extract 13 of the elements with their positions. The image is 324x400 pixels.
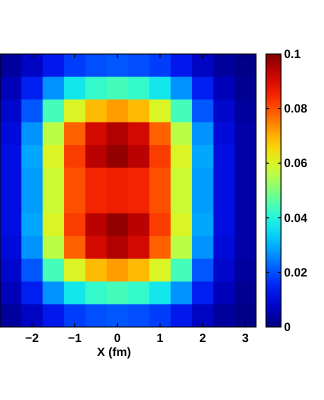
color-bar-label: 0.04: [284, 210, 308, 225]
x-tick-label: 0: [114, 331, 121, 345]
color-bar-label: 0.08: [284, 102, 308, 116]
x-tick-label: −2: [25, 331, 40, 345]
color-bar-label: 0.02: [284, 265, 308, 280]
color-bar-label: 0.1: [284, 47, 302, 61]
x-tick-label: 3: [242, 331, 249, 345]
x-tick-label: 1: [156, 331, 164, 345]
x-tick-label: 2: [199, 331, 206, 345]
x-tick-label: −1: [68, 331, 82, 345]
color-bar-label: 0: [284, 320, 291, 334]
color-bar-label: 0.06: [284, 156, 308, 170]
x-axis-title: X (fm): [97, 345, 131, 359]
